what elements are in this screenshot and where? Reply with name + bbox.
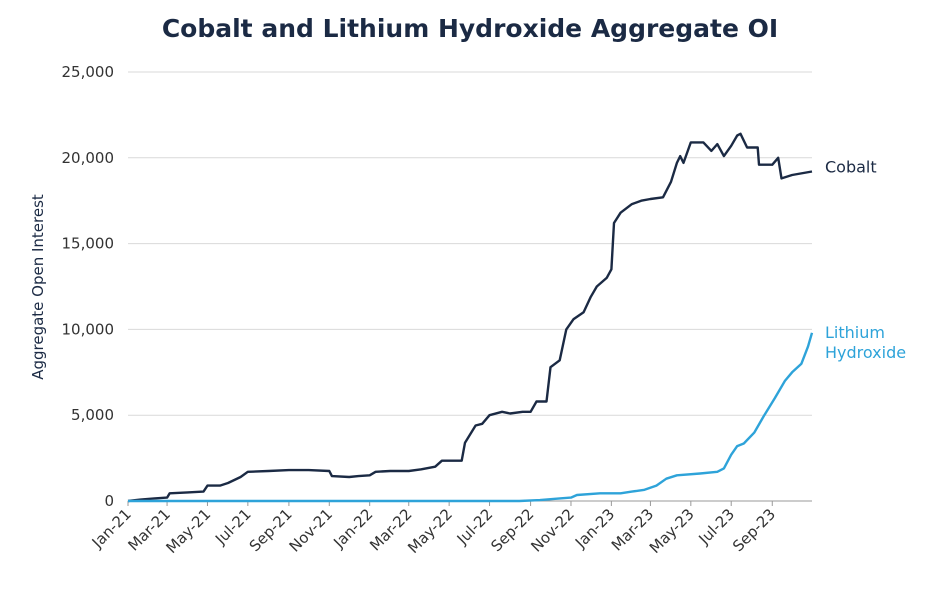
y-tick-label: 25,000 bbox=[62, 63, 115, 81]
x-tick-label: May-22 bbox=[404, 505, 456, 557]
x-tick-label: Sep-22 bbox=[487, 505, 537, 555]
series-lines bbox=[127, 132, 814, 503]
series-line-cobalt bbox=[127, 132, 813, 503]
series-line-lithium-hydroxide bbox=[128, 332, 814, 503]
y-tick-label: 15,000 bbox=[62, 235, 115, 253]
x-tick-label: Sep-21 bbox=[246, 505, 296, 555]
series-label-cobalt: Cobalt bbox=[825, 158, 877, 177]
y-tick-labels: 0 5,000 10,000 15,000 20,000 25,000 bbox=[62, 63, 115, 510]
x-tick-label: Nov-21 bbox=[286, 505, 336, 555]
x-tick-label: Nov-22 bbox=[527, 505, 577, 555]
x-tick-label: May-21 bbox=[162, 505, 214, 557]
y-tick-label: 0 bbox=[104, 492, 114, 510]
y-tick-label: 10,000 bbox=[62, 320, 115, 338]
chart-title: Cobalt and Lithium Hydroxide Aggregate O… bbox=[161, 14, 779, 43]
x-tick-label: May-23 bbox=[646, 505, 698, 557]
y-tick-label: 5,000 bbox=[71, 406, 114, 424]
y-axis-title: Aggregate Open Interest bbox=[29, 194, 47, 380]
series-label-lithium-hydroxide: Lithium Hydroxide bbox=[825, 323, 906, 362]
grid-lines bbox=[127, 71, 812, 506]
y-tick-label: 20,000 bbox=[62, 149, 115, 167]
x-tick-labels: Jan-21Mar-21May-21Jul-21Sep-21Nov-21Jan-… bbox=[88, 505, 779, 557]
series-labels: Cobalt Lithium Hydroxide bbox=[825, 158, 906, 362]
x-tick-label: Sep-23 bbox=[729, 505, 779, 555]
